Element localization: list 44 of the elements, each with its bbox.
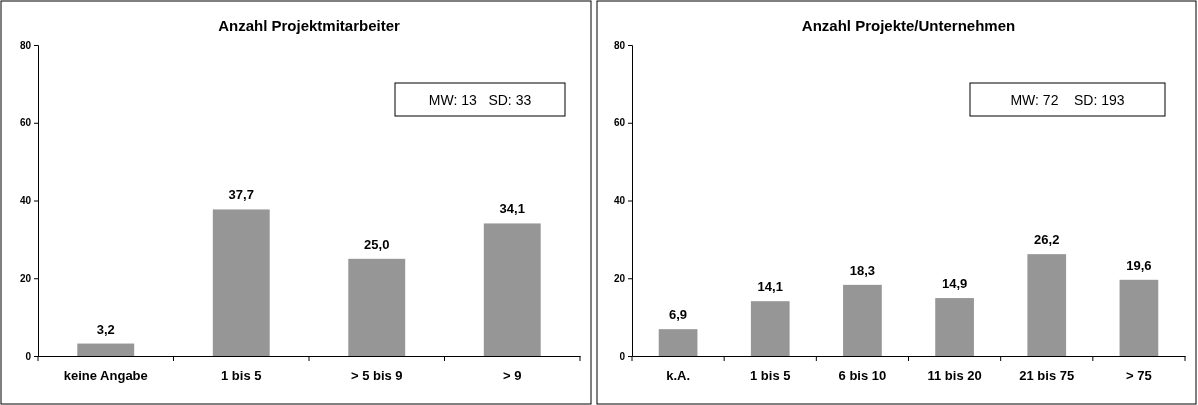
bar [1027, 254, 1067, 356]
data-label: 3,2 [96, 321, 115, 337]
x-tick-label: > 9 [503, 367, 522, 383]
data-label: 34,1 [499, 201, 525, 217]
x-tick-label: > 75 [1126, 367, 1152, 383]
bar [1119, 279, 1159, 356]
annotation: MW: 72 SD: 193 [1010, 92, 1125, 108]
x-tick-label: 6 bis 10 [838, 367, 887, 383]
bar [658, 329, 698, 356]
data-label: 25,0 [364, 236, 390, 252]
data-label: 14,1 [757, 279, 783, 295]
x-tick-label: 11 bis 20 [927, 367, 982, 383]
y-tick-label: 40 [613, 195, 626, 207]
x-tick-label: 1 bis 5 [750, 367, 791, 383]
bar [483, 223, 541, 356]
data-label: 14,9 [941, 276, 968, 292]
data-label: 6,9 [669, 307, 688, 323]
data-label: 26,2 [1034, 232, 1060, 248]
chart-title: Anzahl Projekte/Unternehmen [801, 17, 1016, 34]
bar [212, 209, 270, 356]
y-tick-label: 20 [19, 272, 32, 284]
y-tick-label: 80 [19, 39, 32, 51]
y-tick-label: 60 [19, 117, 32, 129]
y-tick-label: 0 [619, 350, 626, 362]
bar [750, 301, 790, 356]
y-tick-label: 40 [19, 195, 32, 207]
y-tick-label: 0 [25, 350, 32, 362]
bar [935, 298, 974, 356]
data-label: 19,6 [1126, 257, 1152, 273]
x-tick-label: > 5 bis 9 [350, 367, 403, 383]
x-tick-label: 21 bis 75 [1019, 367, 1075, 383]
y-tick-label: 20 [613, 272, 626, 284]
x-tick-label: k.A. [666, 367, 691, 383]
y-tick-label: 60 [613, 117, 626, 129]
x-tick-label: 1 bis 5 [221, 367, 262, 383]
y-tick-label: 80 [613, 39, 626, 51]
data-label: 37,7 [228, 187, 254, 203]
bar [843, 284, 882, 356]
bar [77, 343, 135, 356]
bar [348, 258, 406, 356]
x-tick-label: keine Angabe [63, 367, 148, 383]
data-label: 18,3 [849, 262, 876, 278]
chart-title: Anzahl Projektmitarbeiter [218, 17, 401, 34]
annotation: MW: 13 SD: 33 [428, 92, 532, 108]
